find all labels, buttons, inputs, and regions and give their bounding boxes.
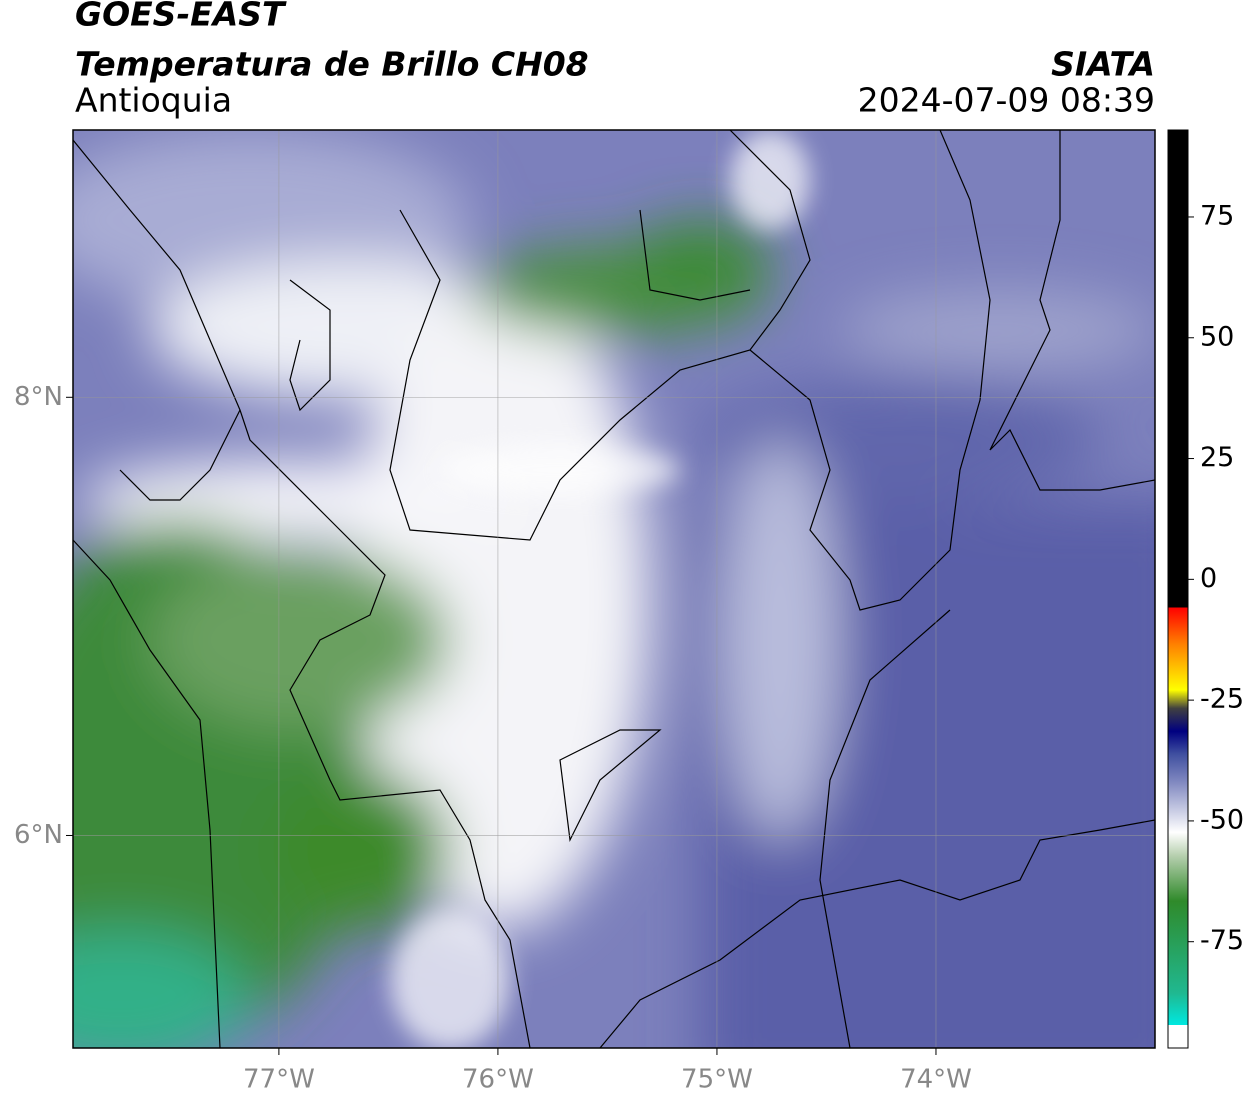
lon-label: 74°W [900,1065,972,1095]
lat-label: 6°N [14,820,63,850]
lat-label: 8°N [14,382,63,412]
graticule: 77°W 76°W 75°W 74°W 8°N 6°N [14,130,1155,1095]
lon-label: 77°W [243,1065,315,1095]
lon-label: 75°W [681,1065,753,1095]
colorbar-tick-label: 50 [1200,321,1234,352]
colorbar-ticks: 75 50 25 0 -25 -50 -75 [1188,200,1244,956]
colorbar-tick-label: -75 [1200,925,1244,956]
colorbar-tick-label: -25 [1200,684,1244,715]
satellite: GOES-EAST [75,0,287,34]
source: SIATA [1051,45,1155,84]
datetime: 2024-07-09 08:39 [858,81,1155,120]
map-frame [72,129,1156,1049]
colorbar-tick-label: 25 [1200,442,1234,473]
product: Temperatura de Brillo CH08 [75,45,589,84]
lon-label: 76°W [462,1065,534,1095]
colorbar [1167,129,1189,1049]
colorbar-tick-label: 75 [1200,200,1234,231]
region: Antioquia [75,81,232,120]
borders [73,130,1155,1048]
colorbar-tick-label: 0 [1200,563,1217,594]
map-image [73,130,1155,1048]
colorbar-tick-label: -50 [1200,804,1244,835]
